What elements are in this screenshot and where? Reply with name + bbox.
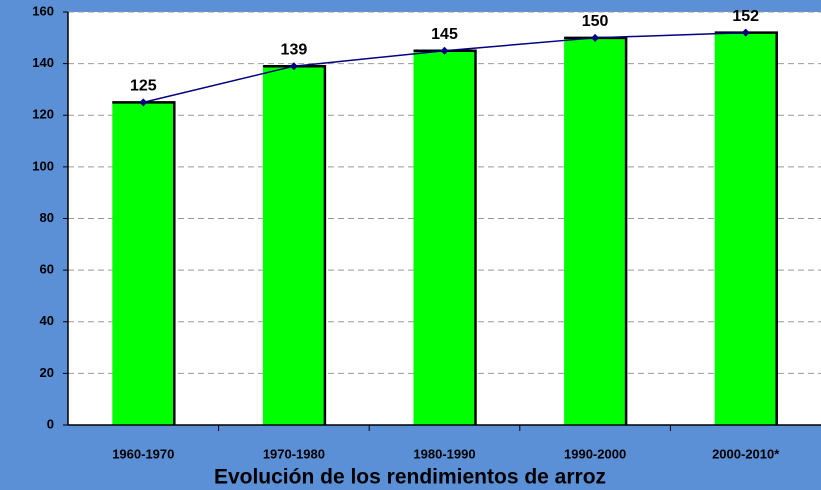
marker (591, 33, 600, 42)
bar (112, 102, 175, 425)
y-tick-label: 60 (40, 262, 54, 277)
data-label: 125 (130, 78, 157, 95)
y-tick-label: 20 (40, 365, 54, 380)
bar-edge (262, 64, 327, 425)
y-tick-label: 0 (47, 416, 54, 431)
data-label: 152 (732, 8, 759, 25)
y-tick-label: 40 (40, 313, 54, 328)
chart-title: Evolución de los rendimientos de arroz (214, 466, 606, 489)
bar-edge (112, 101, 176, 425)
bar (262, 66, 325, 426)
x-tick-label: 1990-2000 (564, 446, 626, 461)
y-tick-label: 120 (32, 107, 54, 122)
data-label: 139 (281, 41, 308, 58)
y-tick-label: 80 (40, 210, 54, 225)
marker (741, 28, 750, 37)
x-tick-label: 1960-1970 (112, 446, 174, 461)
marker (139, 98, 148, 107)
x-tick-label: 2000-2010* (712, 446, 780, 461)
data-label: 145 (431, 26, 458, 43)
x-tick-label: 1980-1990 (413, 446, 475, 461)
bar (714, 32, 777, 426)
bar-edge (413, 49, 477, 425)
marker (289, 62, 298, 71)
bar (413, 50, 476, 425)
bar (564, 37, 627, 425)
bar-edge (564, 36, 628, 425)
y-tick-label: 100 (32, 158, 54, 173)
y-tick-label: 140 (32, 55, 54, 70)
x-tick-label: 1970-1980 (263, 446, 325, 461)
y-tick-label: 160 (32, 3, 54, 18)
data-label: 150 (582, 13, 609, 30)
marker (440, 46, 449, 55)
